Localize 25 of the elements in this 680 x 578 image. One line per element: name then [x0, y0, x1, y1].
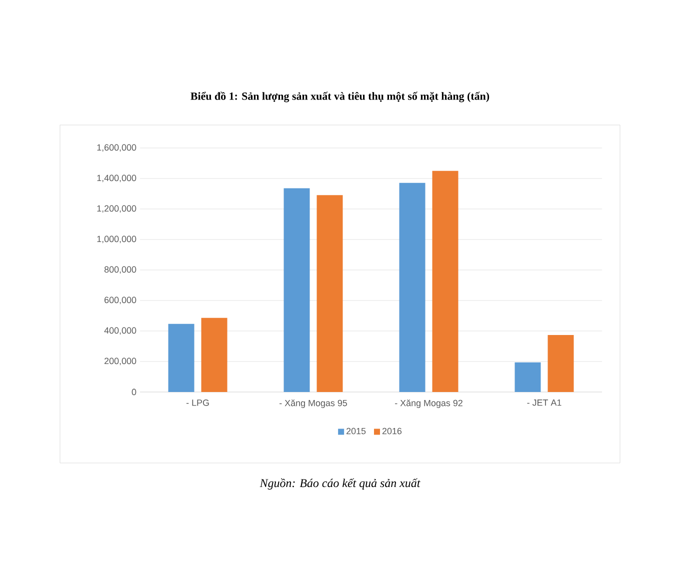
x-tick-label: - Xăng Mogas 92	[395, 400, 462, 408]
y-tick-label: 800,000	[104, 266, 136, 274]
bar	[399, 182, 426, 392]
bar	[168, 324, 194, 392]
y-tick-label: 1,200,000	[97, 205, 136, 213]
y-tick-label: 600,000	[104, 296, 136, 304]
bar	[316, 195, 343, 392]
y-tick-label: 200,000	[104, 358, 136, 366]
y-tick-label: 1,000,000	[97, 236, 136, 244]
chart-title: Biểu đồ 1: Sản lượng sản xuất và tiêu thụ một số mặt hàng (tấn)	[190, 92, 490, 102]
y-tick-label: 0	[132, 388, 136, 396]
y-tick-label: 400,000	[104, 327, 136, 335]
legend-label: 2015	[346, 428, 366, 434]
x-tick-label: - Xăng Mogas 95	[280, 400, 348, 408]
y-tick-label: 1,600,000	[97, 144, 136, 152]
x-tick-label: - JET A1	[527, 400, 562, 406]
text: Nguồn: Báo cáo kết quả sản xuất	[260, 478, 420, 490]
bar	[548, 334, 574, 392]
x-tick-label: - LPG	[186, 400, 209, 406]
bar	[284, 188, 310, 392]
legend-label: 2016	[382, 428, 402, 434]
bar	[432, 170, 458, 392]
y-tick-label: 1,400,000	[97, 174, 136, 182]
bar	[514, 362, 541, 392]
bar	[201, 318, 228, 392]
